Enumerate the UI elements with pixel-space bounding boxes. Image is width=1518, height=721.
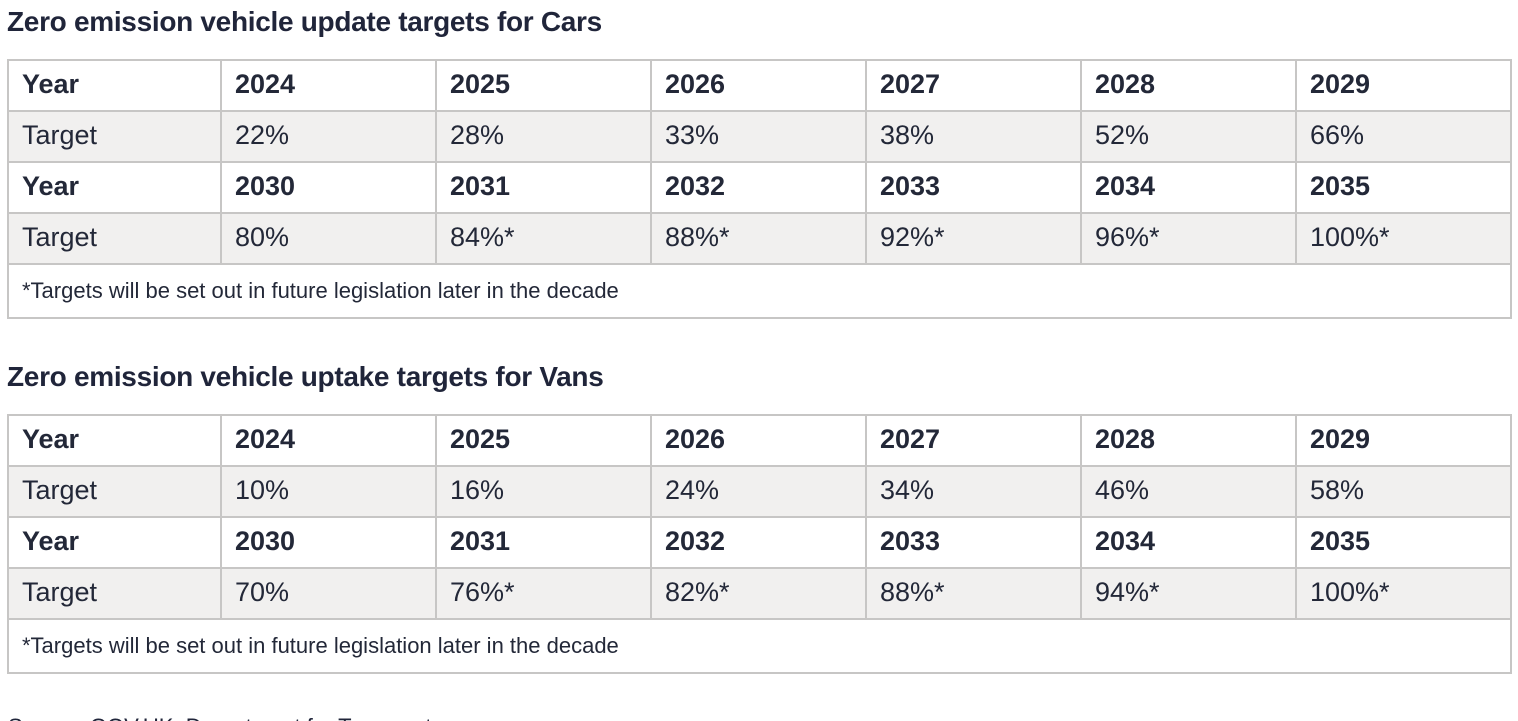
year-cell: 2026	[650, 414, 867, 467]
table-row-year: Year 2024 2025 2026 2027 2028 2029	[7, 59, 1512, 112]
target-cell: 96%*	[1080, 212, 1297, 265]
year-cell: 2030	[220, 516, 437, 569]
vans-section: Zero emission vehicle uptake targets for…	[7, 361, 1512, 674]
target-cell: 66%	[1295, 110, 1512, 163]
target-cell: 92%*	[865, 212, 1082, 265]
year-cell: 2025	[435, 59, 652, 112]
target-cell: 76%*	[435, 567, 652, 620]
table-row-year: Year 2024 2025 2026 2027 2028 2029	[7, 414, 1512, 467]
year-cell: 2034	[1080, 161, 1297, 214]
year-cell: 2028	[1080, 59, 1297, 112]
row-label: Year	[7, 59, 222, 112]
year-cell: 2034	[1080, 516, 1297, 569]
target-cell: 70%	[220, 567, 437, 620]
target-cell: 52%	[1080, 110, 1297, 163]
year-cell: 2024	[220, 414, 437, 467]
year-cell: 2031	[435, 161, 652, 214]
target-cell: 33%	[650, 110, 867, 163]
year-cell: 2033	[865, 161, 1082, 214]
footnote-text: *Targets will be set out in future legis…	[7, 618, 1512, 674]
source-line: Source: GOV.UK; Department for Transport	[7, 714, 1510, 721]
target-cell: 58%	[1295, 465, 1512, 518]
target-cell: 34%	[865, 465, 1082, 518]
cars-targets-table: Year 2024 2025 2026 2027 2028 2029 Targe…	[7, 59, 1512, 319]
target-cell: 28%	[435, 110, 652, 163]
table-row-footnote: *Targets will be set out in future legis…	[7, 618, 1512, 674]
target-cell: 10%	[220, 465, 437, 518]
year-cell: 2032	[650, 516, 867, 569]
vans-section-title: Zero emission vehicle uptake targets for…	[7, 361, 604, 392]
table-row-footnote: *Targets will be set out in future legis…	[7, 263, 1512, 319]
target-cell: 88%*	[650, 212, 867, 265]
year-cell: 2031	[435, 516, 652, 569]
year-cell: 2027	[865, 59, 1082, 112]
year-cell: 2027	[865, 414, 1082, 467]
target-cell: 22%	[220, 110, 437, 163]
row-label: Year	[7, 414, 222, 467]
cars-section: Zero emission vehicle update targets for…	[7, 6, 1512, 319]
target-cell: 16%	[435, 465, 652, 518]
target-cell: 84%*	[435, 212, 652, 265]
footnote-text: *Targets will be set out in future legis…	[7, 263, 1512, 319]
row-label: Target	[7, 212, 222, 265]
table-row-target: Target 80% 84%* 88%* 92%* 96%* 100%*	[7, 212, 1512, 265]
target-cell: 82%*	[650, 567, 867, 620]
table-row-target: Target 10% 16% 24% 34% 46% 58%	[7, 465, 1512, 518]
target-cell: 24%	[650, 465, 867, 518]
vans-targets-table: Year 2024 2025 2026 2027 2028 2029 Targe…	[7, 414, 1512, 674]
table-row-target: Target 22% 28% 33% 38% 52% 66%	[7, 110, 1512, 163]
year-cell: 2026	[650, 59, 867, 112]
target-cell: 38%	[865, 110, 1082, 163]
row-label: Target	[7, 567, 222, 620]
target-cell: 88%*	[865, 567, 1082, 620]
row-label: Target	[7, 110, 222, 163]
target-cell: 46%	[1080, 465, 1297, 518]
year-cell: 2029	[1295, 59, 1512, 112]
table-row-target: Target 70% 76%* 82%* 88%* 94%* 100%*	[7, 567, 1512, 620]
row-label: Target	[7, 465, 222, 518]
target-cell: 94%*	[1080, 567, 1297, 620]
cars-section-title: Zero emission vehicle update targets for…	[7, 6, 602, 37]
row-label: Year	[7, 161, 222, 214]
year-cell: 2035	[1295, 161, 1512, 214]
year-cell: 2030	[220, 161, 437, 214]
target-cell: 80%	[220, 212, 437, 265]
year-cell: 2024	[220, 59, 437, 112]
year-cell: 2029	[1295, 414, 1512, 467]
table-row-year: Year 2030 2031 2032 2033 2034 2035	[7, 516, 1512, 569]
year-cell: 2025	[435, 414, 652, 467]
year-cell: 2028	[1080, 414, 1297, 467]
target-cell: 100%*	[1295, 212, 1512, 265]
year-cell: 2033	[865, 516, 1082, 569]
year-cell: 2032	[650, 161, 867, 214]
table-row-year: Year 2030 2031 2032 2033 2034 2035	[7, 161, 1512, 214]
target-cell: 100%*	[1295, 567, 1512, 620]
year-cell: 2035	[1295, 516, 1512, 569]
row-label: Year	[7, 516, 222, 569]
